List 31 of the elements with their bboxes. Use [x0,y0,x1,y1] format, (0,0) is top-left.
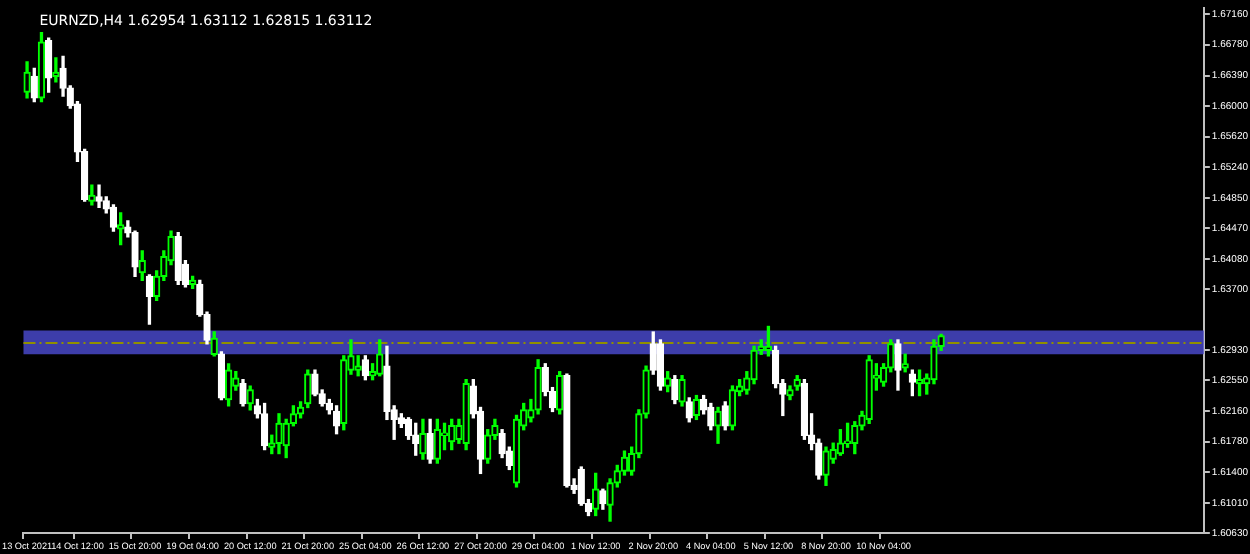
candlestick [37,31,46,103]
candlestick [462,379,470,451]
candlestick [174,232,182,286]
candlestick [260,402,269,451]
candlestick [599,488,607,510]
candlestick [239,379,247,407]
candlestick [52,57,60,83]
candlestick [217,351,226,401]
candlestick [88,184,96,206]
candlestick [714,406,722,444]
candlestick [822,446,830,486]
candlestick [45,37,53,93]
candlestick [426,418,434,464]
candlestick [275,413,283,455]
candlestick [678,375,686,407]
candlestick [433,418,441,464]
candlestick [663,371,672,393]
candlestick [728,385,737,431]
candlestick [419,418,427,460]
candlestick [224,363,233,407]
candlestick [865,355,873,425]
candlestick [556,371,564,415]
candlestick [246,385,254,411]
candlestick [534,359,542,415]
candlestick [908,369,917,397]
candlestick [95,184,103,208]
candlestick [563,373,571,488]
candlestick [671,375,679,405]
candlestick [23,61,31,99]
candlestick [894,339,902,391]
candlestick [656,339,665,391]
